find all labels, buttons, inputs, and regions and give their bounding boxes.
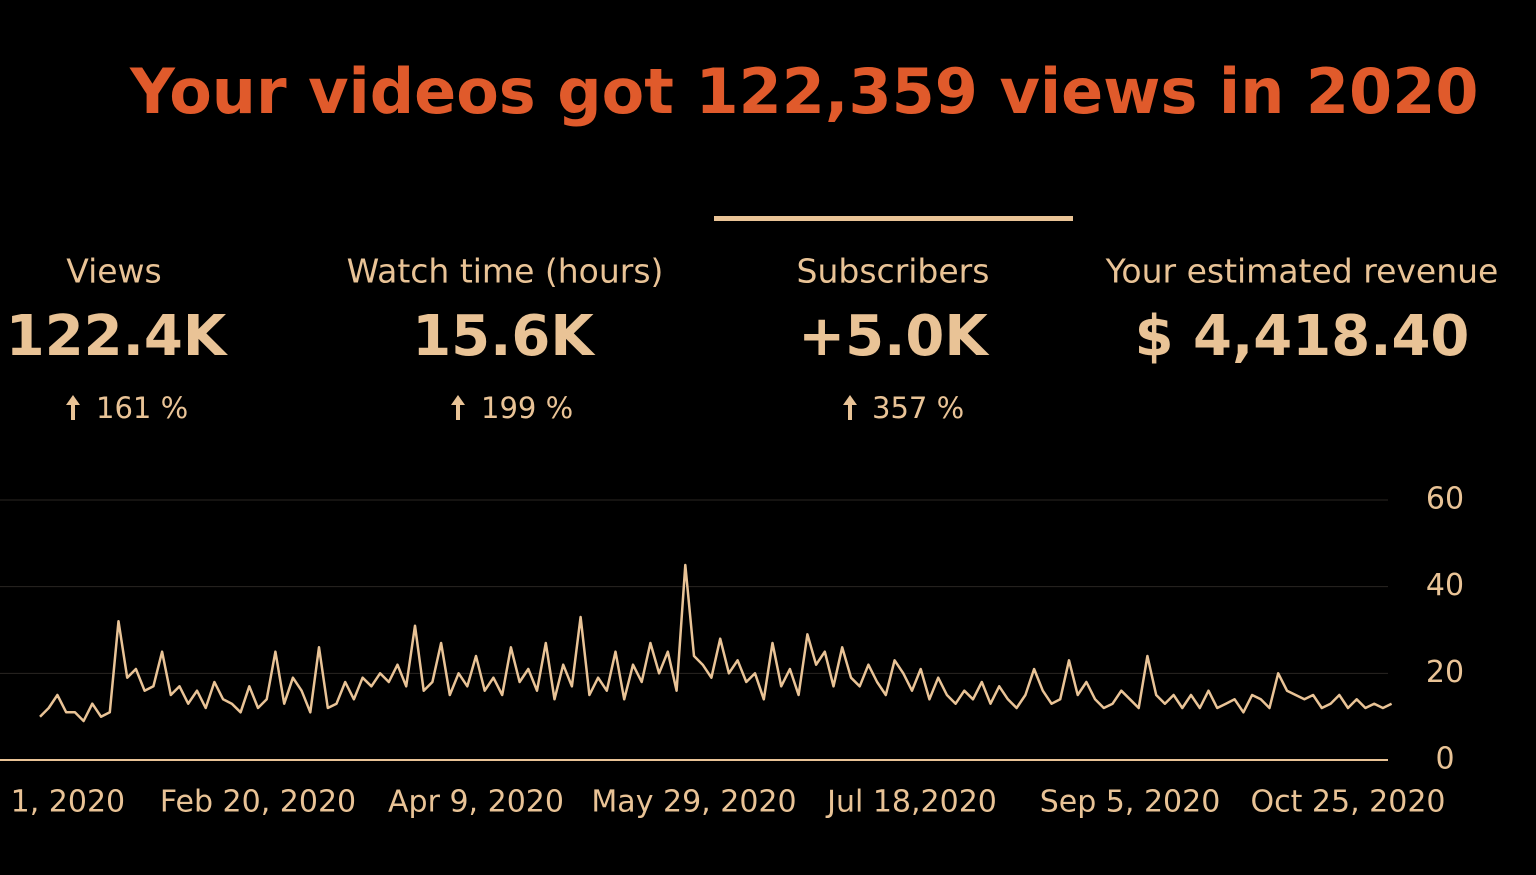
metric-watch-time[interactable]: Watch time (hours) 15.6K 199 % [347, 252, 664, 426]
metric-change: 161 % [96, 391, 188, 425]
metric-change: 199 % [481, 391, 573, 425]
x-tick-label: Sep 5, 2020 [1040, 785, 1221, 820]
y-tick-label: 60 [1426, 482, 1464, 517]
up-arrow [66, 395, 80, 420]
metric-label: Views [66, 252, 162, 291]
y-tick-label: 40 [1426, 568, 1464, 603]
metric-revenue[interactable]: Your estimated revenue $ 4,418.40 [1105, 252, 1499, 370]
metric-change: 357 % [872, 391, 964, 425]
x-tick-label: Jan 1, 2020 [0, 785, 125, 820]
x-tick-label: Feb 20, 2020 [160, 785, 356, 820]
y-tick-label: 20 [1426, 655, 1464, 690]
metric-label: Your estimated revenue [1105, 252, 1499, 291]
up-arrow [843, 395, 857, 420]
up-arrow [451, 395, 465, 420]
headline: Your videos got 122,359 views in 2020 [129, 55, 1478, 128]
metric-value: +5.0K [798, 304, 990, 369]
y-tick-label: 0 [1435, 742, 1454, 777]
x-tick-label: Apr 9, 2020 [388, 785, 564, 820]
metric-value: 122.4K [6, 304, 229, 369]
line-chart: 0 20 40 60 Jan 1, 2020 Feb 20, 2020 Apr 9, 202… [0, 482, 1464, 820]
metric-value: 15.6K [412, 304, 596, 369]
metric-label: Subscribers [797, 252, 990, 291]
x-tick-label: Oct 25, 2020 [1251, 785, 1446, 820]
data-line [39, 563, 1393, 723]
metric-value: $ 4,418.40 [1135, 304, 1470, 369]
metric-subscribers[interactable]: Subscribers +5.0K 357 % [797, 252, 991, 426]
selected-tab-indicator [714, 216, 1073, 221]
metric-views[interactable]: Views 122.4K 161 % [6, 252, 229, 426]
x-tick-label: May 29, 2020 [591, 785, 796, 820]
metric-label: Watch time (hours) [347, 252, 664, 291]
x-tick-label: Jul 18,2020 [825, 785, 997, 820]
